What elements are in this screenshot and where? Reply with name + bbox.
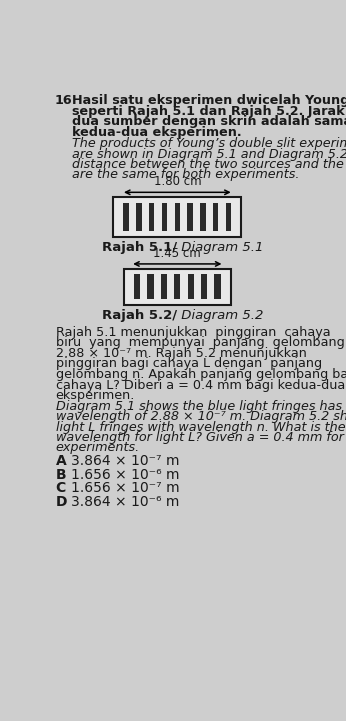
Text: kedua-dua eksperimen.: kedua-dua eksperimen. xyxy=(72,126,242,139)
Text: Diagram 5.1: Diagram 5.1 xyxy=(177,241,264,254)
Text: 1.45 cm: 1.45 cm xyxy=(153,247,201,260)
Bar xyxy=(226,203,231,231)
Bar xyxy=(134,274,140,299)
Text: Diagram 5.1 shows the blue light fringes has the: Diagram 5.1 shows the blue light fringes… xyxy=(56,400,346,413)
Text: seperti Rajah 5.1 dan Rajah 5.2. Jarak antara: seperti Rajah 5.1 dan Rajah 5.2. Jarak a… xyxy=(72,105,346,118)
Text: 1.80 cm: 1.80 cm xyxy=(154,175,201,188)
Text: 2.88 × 10⁻⁷ m. Rajah 5.2 menunjukkan: 2.88 × 10⁻⁷ m. Rajah 5.2 menunjukkan xyxy=(56,347,307,360)
Text: A: A xyxy=(56,454,66,468)
Bar xyxy=(188,203,193,231)
Text: distance between the two sources and the screen: distance between the two sources and the… xyxy=(72,158,346,171)
Text: eksperimen.: eksperimen. xyxy=(56,389,135,402)
Bar xyxy=(147,274,154,299)
Bar xyxy=(161,274,167,299)
Bar xyxy=(200,203,206,231)
Text: are the same for both experiments.: are the same for both experiments. xyxy=(72,168,299,181)
Text: biru  yang  mempunyai  panjang  gelombang: biru yang mempunyai panjang gelombang xyxy=(56,336,344,349)
Text: 3.864 × 10⁻⁶ m: 3.864 × 10⁻⁶ m xyxy=(71,495,180,508)
Text: 1.656 × 10⁻⁶ m: 1.656 × 10⁻⁶ m xyxy=(71,468,180,482)
Text: 1.656 × 10⁻⁷ m: 1.656 × 10⁻⁷ m xyxy=(71,481,180,495)
Text: pinggiran bagi cahaya L dengan  panjang: pinggiran bagi cahaya L dengan panjang xyxy=(56,358,322,371)
Text: light L fringes with wavelength n. What is the: light L fringes with wavelength n. What … xyxy=(56,420,345,434)
Bar xyxy=(174,274,180,299)
Text: 3.864 × 10⁻⁷ m: 3.864 × 10⁻⁷ m xyxy=(71,454,180,468)
Text: Rajah 5.1 menunjukkan  pinggiran  cahaya: Rajah 5.1 menunjukkan pinggiran cahaya xyxy=(56,325,330,339)
Text: 16: 16 xyxy=(54,94,72,107)
Bar xyxy=(188,274,194,299)
Bar xyxy=(175,203,180,231)
Text: wavelength of 2.88 × 10⁻⁷ m. Diagram 5.2 shows: wavelength of 2.88 × 10⁻⁷ m. Diagram 5.2… xyxy=(56,410,346,423)
Text: Hasil satu eksperimen dwicelah Young adalah: Hasil satu eksperimen dwicelah Young ada… xyxy=(72,94,346,107)
Bar xyxy=(149,203,154,231)
Text: C: C xyxy=(56,481,66,495)
Text: cahaya L? Diberi a = 0.4 mm bagi kedua-dua: cahaya L? Diberi a = 0.4 mm bagi kedua-d… xyxy=(56,379,345,392)
Text: gelombang n. Apakah panjang gelombang bagi: gelombang n. Apakah panjang gelombang ba… xyxy=(56,368,346,381)
Bar xyxy=(213,203,218,231)
Bar xyxy=(162,203,167,231)
Text: Rajah 5.2/: Rajah 5.2/ xyxy=(102,309,177,322)
Bar xyxy=(124,268,231,305)
Bar xyxy=(124,203,129,231)
Text: experiments.: experiments. xyxy=(56,441,140,454)
Bar xyxy=(201,274,207,299)
Text: are shown in Diagram 5.1 and Diagram 5.2. The: are shown in Diagram 5.1 and Diagram 5.2… xyxy=(72,148,346,161)
Text: Diagram 5.2: Diagram 5.2 xyxy=(177,309,264,322)
Bar xyxy=(214,274,220,299)
Text: Rajah 5.1/: Rajah 5.1/ xyxy=(102,241,177,254)
Bar xyxy=(136,203,142,231)
Text: B: B xyxy=(56,468,66,482)
Text: dua sumber dengan skrin adalah sama bagi: dua sumber dengan skrin adalah sama bagi xyxy=(72,115,346,128)
Text: The products of Young’s double slit experiment: The products of Young’s double slit expe… xyxy=(72,138,346,151)
Text: D: D xyxy=(56,495,67,508)
Text: wavelength for light L? Given a = 0.4 mm for both: wavelength for light L? Given a = 0.4 mm… xyxy=(56,431,346,444)
Bar xyxy=(113,197,241,237)
